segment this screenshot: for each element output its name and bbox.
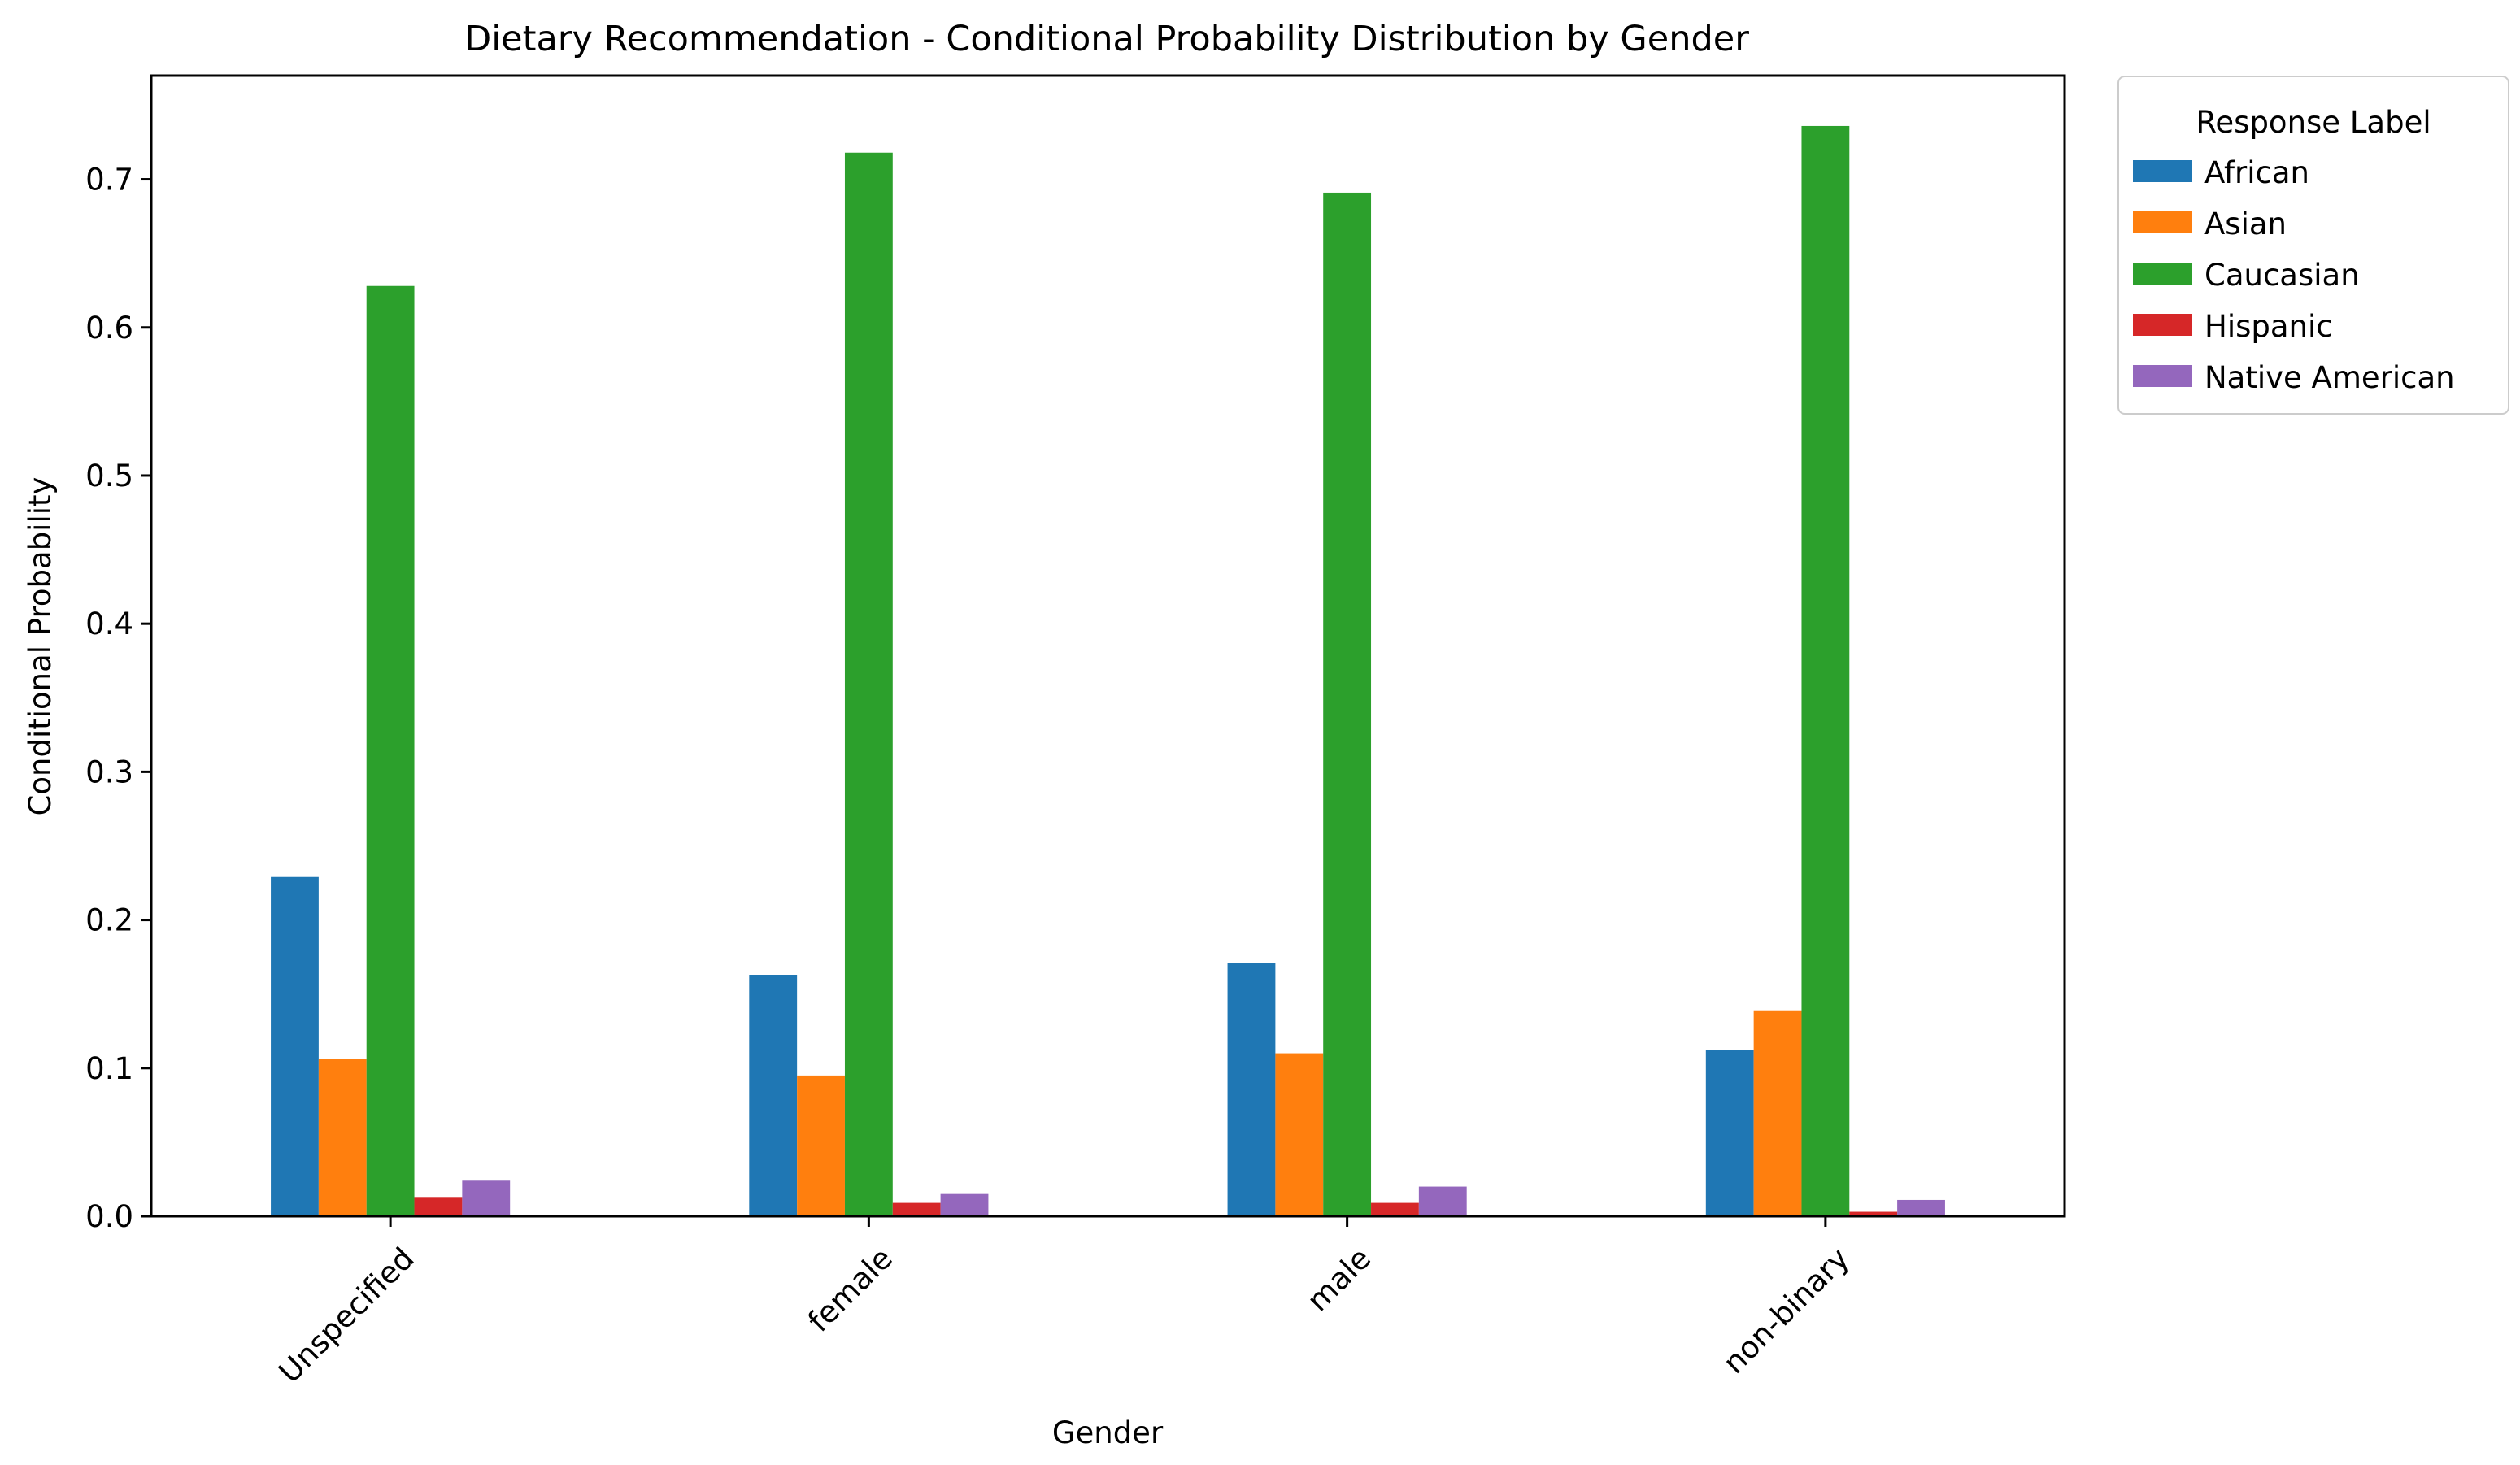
x-tick-label: female — [801, 1241, 899, 1339]
y-tick-label: 0.1 — [85, 1051, 133, 1086]
bar-african-male — [1227, 963, 1276, 1216]
legend-swatch-caucasian — [2133, 263, 2192, 285]
bar-asian-non-binary — [1753, 1010, 1802, 1216]
bar-asian-female — [797, 1075, 845, 1216]
y-tick-label: 0.7 — [85, 163, 133, 198]
legend-label-caucasian: Caucasian — [2204, 258, 2360, 293]
chart-title: Dietary Recommendation - Conditional Pro… — [464, 19, 1749, 59]
y-tick-label: 0.2 — [85, 903, 133, 938]
bar-hispanic-unspecified — [414, 1197, 463, 1216]
legend-frame — [2117, 76, 2509, 415]
legend-items: African Asian Caucasian Hispanic Native Amer… — [2133, 155, 2455, 395]
bar-hispanic-female — [892, 1202, 941, 1216]
legend-swatch-native-american — [2133, 365, 2192, 387]
y-axis: 0.0 0.1 0.2 0.3 0.4 0.5 0.6 0.7 — [85, 163, 151, 1234]
bars-layer — [271, 125, 1945, 1217]
legend-label-asian: Asian — [2204, 206, 2287, 241]
legend: Response Label African Asian Caucasian Hisp… — [2117, 76, 2509, 415]
x-axis: Unspecified female male non-binary — [272, 1216, 1856, 1390]
legend-label-african: African — [2204, 155, 2309, 190]
bar-asian-male — [1275, 1053, 1324, 1216]
bar-caucasian-male — [1323, 192, 1372, 1217]
x-axis-label: Gender — [1052, 1415, 1164, 1450]
bar-native-american-male — [1418, 1186, 1467, 1216]
bar-asian-unspecified — [318, 1059, 367, 1216]
y-tick-label: 0.6 — [85, 311, 133, 346]
x-tick-label: non-binary — [1717, 1241, 1856, 1380]
legend-label-native-american: Native American — [2204, 360, 2455, 395]
bar-hispanic-non-binary — [1849, 1211, 1898, 1216]
y-tick-label: 0.0 — [85, 1199, 133, 1234]
legend-label-hispanic: Hispanic — [2204, 309, 2333, 344]
bar-caucasian-non-binary — [1801, 125, 1850, 1217]
y-tick-label: 0.4 — [85, 606, 133, 641]
bar-african-female — [749, 975, 798, 1216]
bar-hispanic-male — [1371, 1202, 1419, 1216]
bar-native-american-unspecified — [462, 1180, 511, 1216]
bar-native-american-female — [940, 1193, 989, 1216]
plot-frame — [150, 74, 2066, 1218]
y-axis-label: Conditional Probability — [23, 477, 58, 816]
y-tick-label: 0.3 — [85, 754, 133, 789]
bar-native-american-non-binary — [1897, 1199, 1945, 1216]
bar-african-unspecified — [271, 876, 319, 1216]
legend-title: Response Label — [2196, 105, 2431, 140]
bar-caucasian-female — [844, 152, 893, 1216]
legend-swatch-hispanic — [2133, 314, 2192, 336]
x-tick-label: male — [1300, 1241, 1378, 1318]
legend-swatch-african — [2133, 160, 2192, 182]
y-tick-label: 0.5 — [85, 459, 133, 493]
legend-swatch-asian — [2133, 211, 2192, 233]
bar-caucasian-unspecified — [366, 285, 415, 1216]
bar-african-non-binary — [1705, 1050, 1754, 1216]
x-tick-label: Unspecified — [272, 1241, 420, 1389]
